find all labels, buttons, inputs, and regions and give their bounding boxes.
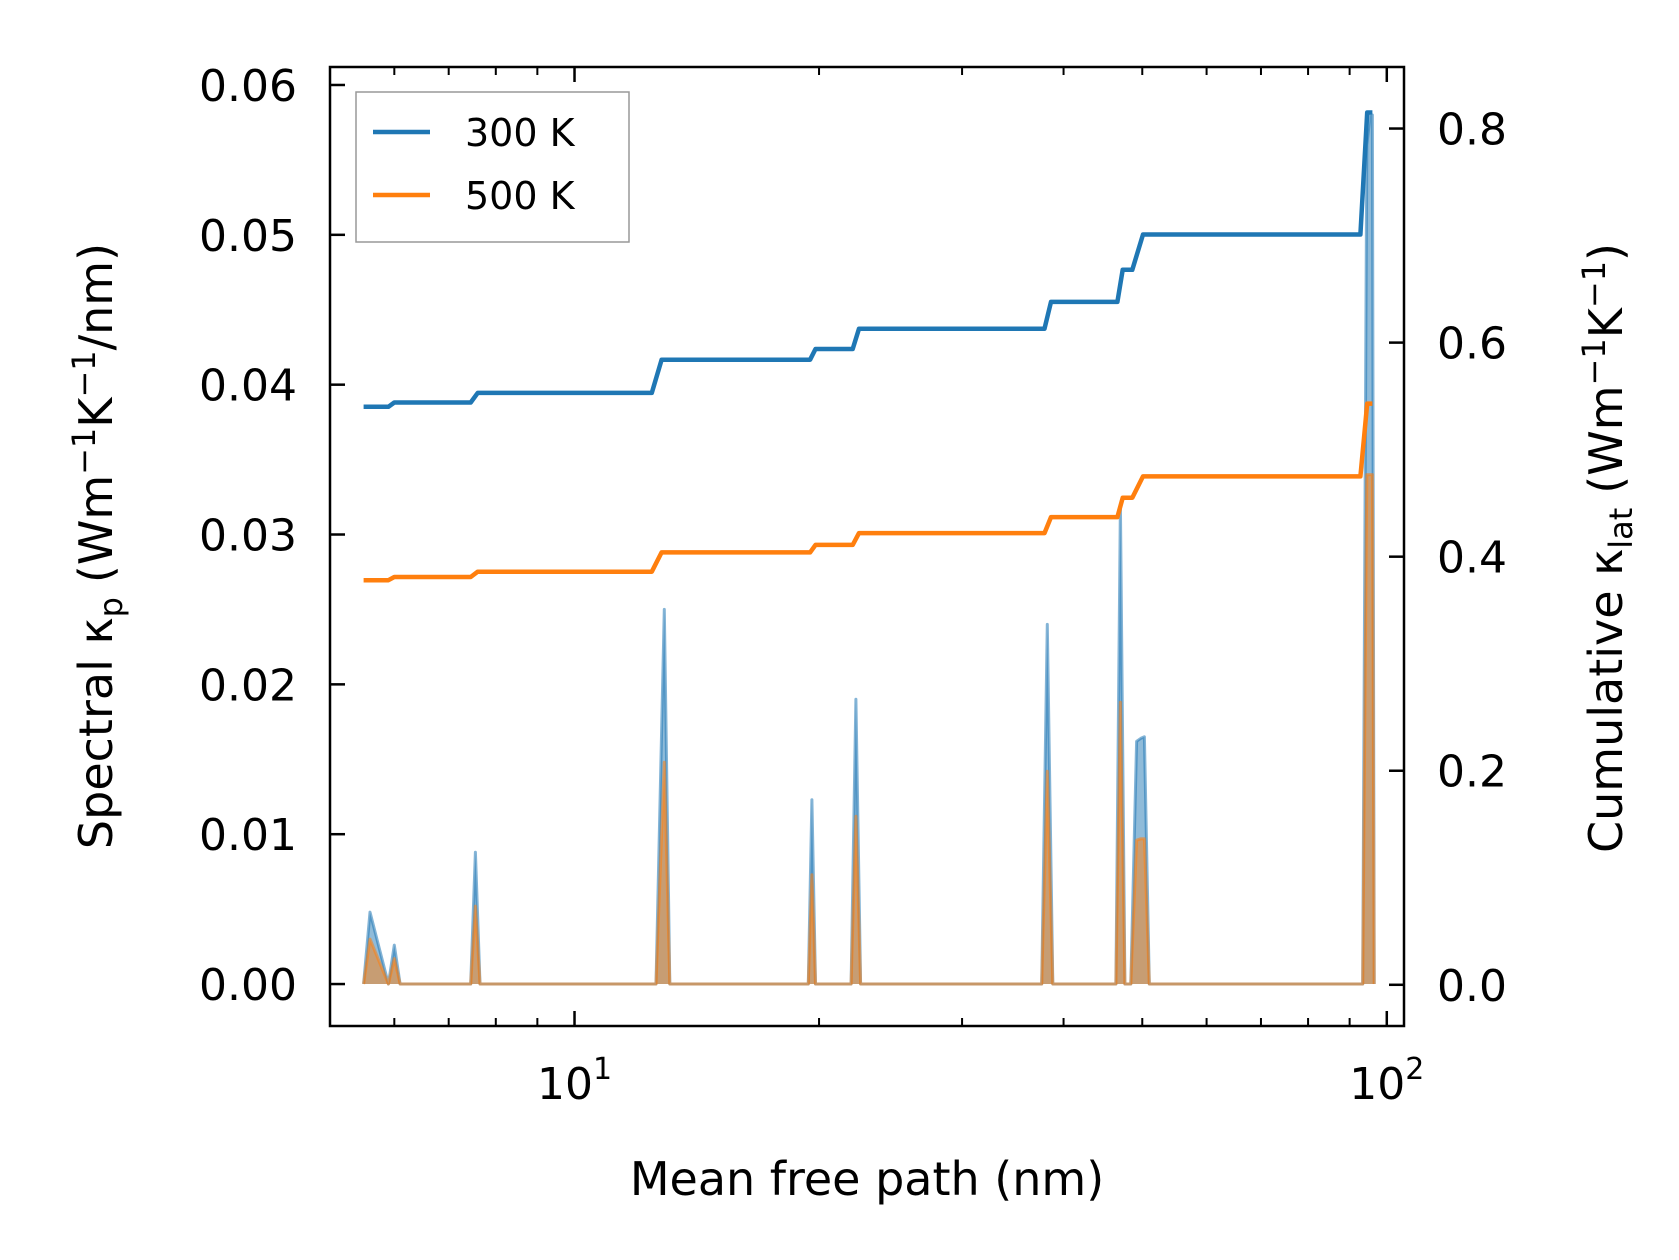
y-right-label-exponent: −1: [1575, 338, 1613, 385]
y-left-tick-label: 0.00: [199, 960, 297, 1011]
y-right-label-unit-k: K: [1579, 306, 1633, 338]
legend-label-300k: 300 K: [465, 111, 576, 155]
y-right-label-exponent: −1: [1575, 261, 1613, 308]
y-left-label-main: Spectral κ: [69, 617, 123, 849]
y-left-label-subscript: p: [92, 597, 130, 617]
series-line-500-k: [363, 401, 1373, 583]
x-tick-base: 10: [1349, 1059, 1405, 1110]
y-right-tick-label: 0.0: [1437, 961, 1507, 1012]
y-left-tick-label: 0.05: [199, 211, 297, 262]
y-left-axis-label: Spectral κp(Wm−1K−1/nm): [65, 243, 130, 849]
y-right-label-units: (Wm: [1579, 385, 1633, 493]
y-left-tick-label: 0.04: [199, 361, 297, 412]
y-right-label-subscript: lat: [1602, 508, 1640, 549]
legend-label-500k: 500 K: [465, 174, 576, 218]
y-right-tick-label: 0.6: [1437, 319, 1507, 370]
x-tick-base: 10: [537, 1059, 593, 1110]
y-right-label-main: Cumulative κ: [1579, 549, 1633, 853]
tick-layer: [330, 67, 1404, 1026]
y-left-tick-label: 0.06: [199, 61, 297, 112]
y-left-tick-label: 0.02: [199, 660, 297, 711]
y-left-label-tail: /nm): [69, 243, 123, 350]
y-left-label-unit-k: K: [69, 396, 123, 428]
x-tick-label: 102: [1349, 1052, 1424, 1110]
series-layer: [362, 110, 1376, 986]
legend: 300 K 500 K: [355, 91, 630, 243]
y-left-tick-label: 0.01: [199, 810, 297, 861]
x-tick-exponent: 2: [1405, 1052, 1424, 1087]
y-right-tick-label: 0.8: [1437, 105, 1507, 156]
y-right-tick-label: 0.2: [1437, 747, 1507, 798]
y-right-tick-label: 0.4: [1437, 533, 1507, 584]
x-tick-label: 101: [537, 1052, 612, 1110]
x-tick-exponent: 1: [593, 1052, 612, 1087]
plot-frame: [328, 65, 1406, 1028]
series-outline-300-k-spectral: [362, 113, 1376, 986]
y-left-label-exponent: −1: [65, 350, 103, 397]
y-left-label-exponent: −1: [65, 428, 103, 475]
series-line-300-k: [363, 110, 1373, 410]
y-right-label-tail: ): [1579, 243, 1633, 261]
y-left-tick-label: 0.03: [199, 511, 297, 562]
legend-box: [355, 91, 630, 243]
y-right-axis-label: Cumulative κlat(Wm−1K−1): [1575, 243, 1640, 853]
y-left-label-units: (Wm: [69, 475, 123, 583]
series-outline-500-k-spectral: [362, 473, 1376, 986]
x-axis-label: Mean free path (nm): [630, 1152, 1104, 1206]
